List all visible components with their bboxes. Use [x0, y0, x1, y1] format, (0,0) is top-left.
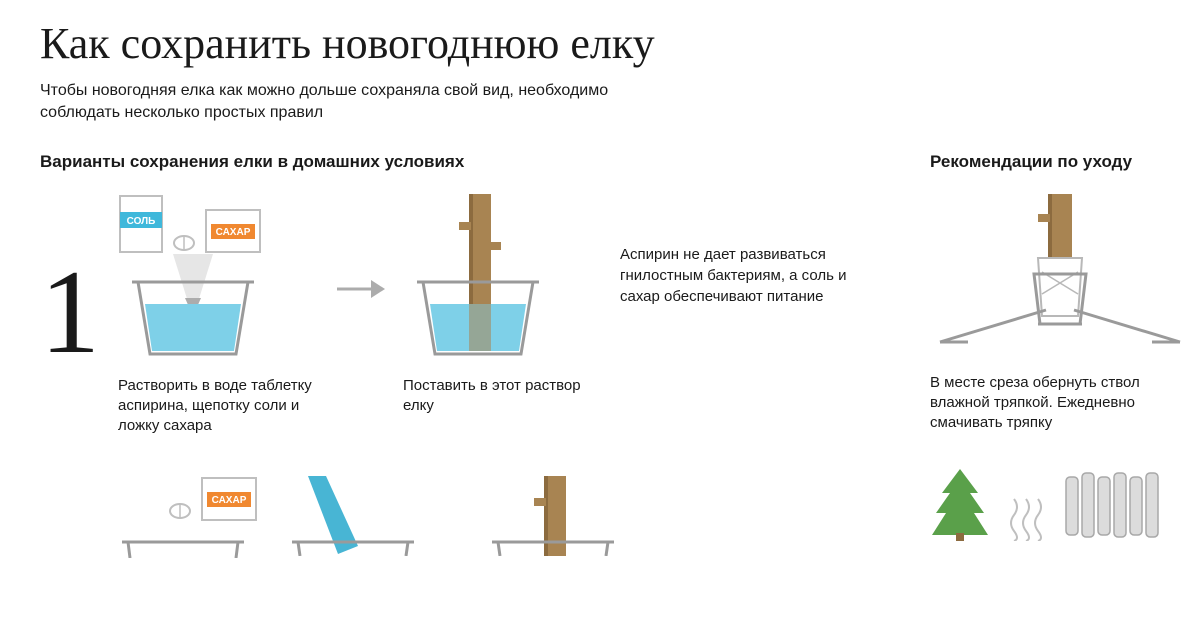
page-title: Как сохранить новогоднюю елку	[40, 20, 1160, 68]
step1a-caption: Растворить в воде таблетку аспирина, щеп…	[118, 376, 317, 437]
content-columns: Варианты сохранения елки в домашних усло…	[40, 152, 1160, 559]
watering-icon	[278, 476, 418, 556]
tree-stand-icon	[930, 194, 1190, 354]
step1b: Поставить в этот раствор елку	[403, 194, 602, 417]
bucket-trunk-partial-icon	[478, 476, 628, 556]
svg-text:СОЛЬ: СОЛЬ	[127, 216, 156, 227]
step1-number: 1	[40, 264, 100, 360]
heat-lines-icon	[1008, 497, 1042, 541]
left-column: Варианты сохранения елки в домашних усло…	[40, 152, 850, 559]
aspirin-pill-icon	[172, 230, 196, 254]
fir-tree-icon	[930, 469, 990, 541]
left-heading: Варианты сохранения елки в домашних усло…	[40, 152, 850, 172]
right-column: Рекомендации по уходу В месте среза обер…	[930, 152, 1190, 559]
step1-row: 1 СОЛЬ	[40, 194, 850, 437]
ingredients: СОЛЬ САХАР	[118, 194, 262, 254]
right-bottom-icons	[930, 469, 1190, 541]
right-caption: В месте среза обернуть ствол влажной тря…	[930, 373, 1190, 434]
right-heading: Рекомендации по уходу	[930, 152, 1190, 172]
step1b-caption: Поставить в этот раствор елку	[403, 376, 602, 417]
salt-package-icon: СОЛЬ	[118, 194, 164, 254]
step2-row: САХАР	[40, 476, 850, 558]
sugar-package-icon: САХАР	[200, 476, 258, 522]
page-subtitle: Чтобы новогодняя елка как можно дольше с…	[40, 80, 680, 123]
bucket-trunk-icon	[403, 194, 553, 364]
svg-text:САХАР: САХАР	[216, 227, 251, 238]
svg-text:САХАР: САХАР	[212, 495, 247, 506]
step1-description: Аспирин не дает развиваться гнилостным б…	[620, 244, 850, 307]
arrow-icon	[335, 274, 385, 309]
step1a: СОЛЬ САХАР	[118, 194, 317, 437]
bucket-partial-icon	[108, 528, 258, 558]
aspirin-pill-icon	[168, 498, 192, 522]
radiator-icon	[1060, 469, 1160, 541]
sugar-package-icon: САХАР	[204, 208, 262, 254]
bucket-pour-icon	[118, 254, 268, 364]
